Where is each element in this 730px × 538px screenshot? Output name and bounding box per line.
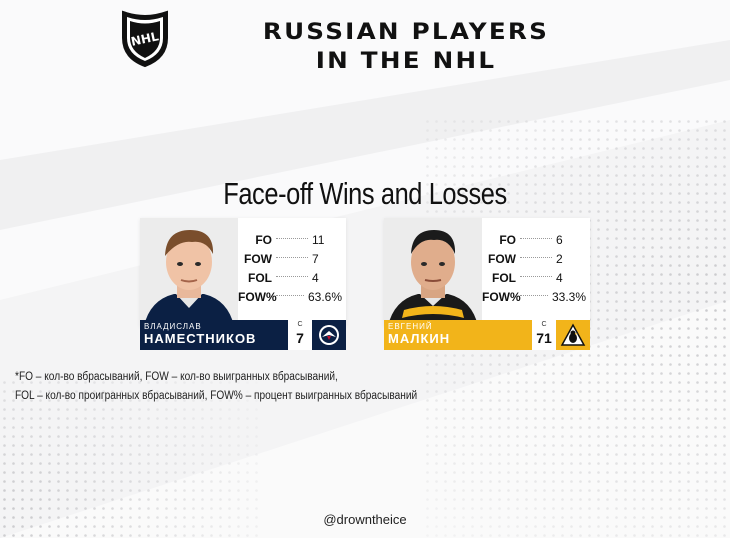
stat-row-fow: FOW 7 xyxy=(244,251,319,266)
name-block: ВЛАДИСЛАВ НАМЕСТНИКОВ xyxy=(140,320,288,350)
stat-row-fow-pct: FOW% 63.6% xyxy=(238,289,342,304)
footnote-line-2: FOL – кол-во проигранных вбрасываний, FO… xyxy=(15,390,418,402)
footnote: *FO – кол-во вбрасываний, FOW – кол-во в… xyxy=(15,368,417,406)
page-title: RUSSIAN PLAYERS IN THE NHL xyxy=(171,18,641,76)
stat-row-fol: FOL 4 xyxy=(492,270,563,285)
player-number: 71 xyxy=(536,330,552,346)
player-first-name: ЕВГЕНИЙ xyxy=(388,322,433,331)
player-number: 7 xyxy=(296,330,304,346)
social-handle: @drowntheice xyxy=(323,512,407,527)
stat-row-fol: FOL 4 xyxy=(248,270,319,285)
subtitle: Face-off Wins and Losses xyxy=(223,176,507,211)
nhl-logo: NHL xyxy=(119,8,171,68)
title-line-2: IN THE NHL xyxy=(315,49,497,74)
jersey-block: C 71 xyxy=(532,320,556,350)
player-photo xyxy=(140,218,238,326)
name-block: ЕВГЕНИЙ МАЛКИН xyxy=(384,320,532,350)
pittsburgh-penguins-logo-icon xyxy=(556,320,590,350)
player-name-bar: ВЛАДИСЛАВ НАМЕСТНИКОВ C 7 xyxy=(140,320,346,350)
player-last-name: НАМЕСТНИКОВ xyxy=(144,331,257,346)
stats-table: FO 11 FOW 7 FOL 4 FOW% 63.6% xyxy=(238,230,342,306)
title-line-1: RUSSIAN PLAYERS xyxy=(262,20,550,45)
player-name-bar: ЕВГЕНИЙ МАЛКИН C 71 xyxy=(384,320,590,350)
footnote-line-1: *FO – кол-во вбрасываний, FOW – кол-во в… xyxy=(15,371,338,383)
player-position: C xyxy=(541,321,547,328)
player-card-namestnikov: FO 11 FOW 7 FOL 4 FOW% 63.6% ВЛАДИСЛАВ Н… xyxy=(140,218,346,354)
stat-row-fo: FO 11 xyxy=(255,232,325,247)
stats-table: FO 6 FOW 2 FOL 4 FOW% 33.3% xyxy=(482,230,586,306)
player-card-malkin: FO 6 FOW 2 FOL 4 FOW% 33.3% ЕВГЕНИЙ МАЛК… xyxy=(384,218,590,354)
player-last-name: МАЛКИН xyxy=(388,331,451,346)
stat-row-fo: FO 6 xyxy=(499,232,563,247)
player-photo xyxy=(384,218,482,326)
winnipeg-jets-logo-icon xyxy=(312,320,346,350)
stat-row-fow-pct: FOW% 33.3% xyxy=(482,289,586,304)
player-first-name: ВЛАДИСЛАВ xyxy=(144,322,202,331)
player-position: C xyxy=(297,321,303,328)
stat-row-fow: FOW 2 xyxy=(488,251,563,266)
jersey-block: C 7 xyxy=(288,320,312,350)
svg-text:NHL: NHL xyxy=(130,29,160,49)
